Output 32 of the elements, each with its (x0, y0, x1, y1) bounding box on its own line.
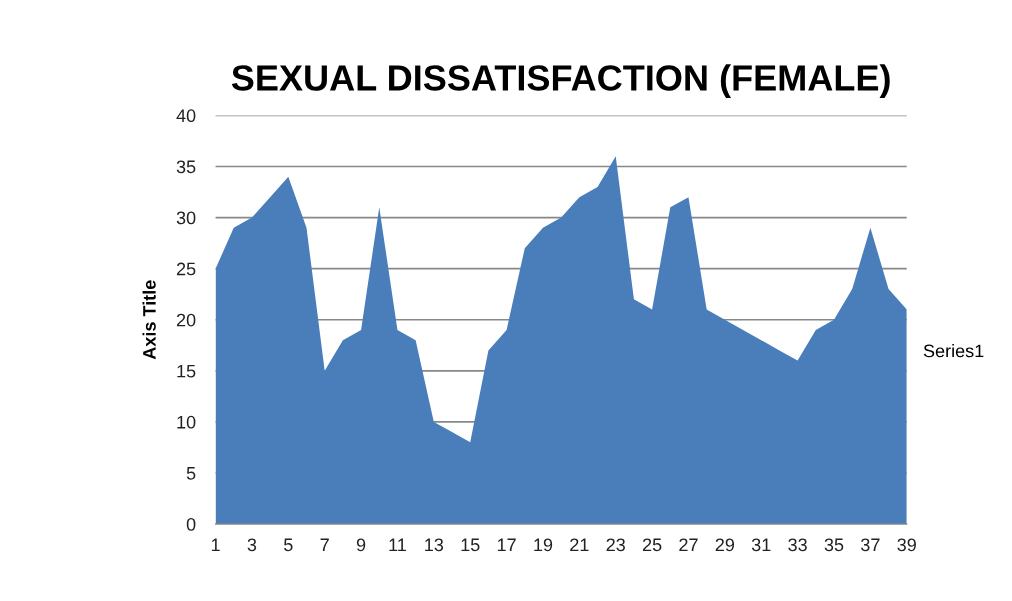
x-tick-label: 39 (897, 538, 916, 552)
y-tick-label: 25 (176, 262, 196, 276)
x-tick-label: 35 (824, 538, 844, 552)
x-tick-label: 27 (679, 538, 698, 552)
x-tick-label: 13 (425, 538, 444, 552)
x-tick-label: 11 (389, 538, 406, 552)
x-tick-label: 21 (570, 538, 589, 552)
x-tick-label: 5 (284, 538, 293, 552)
y-tick-label: 40 (176, 109, 196, 123)
x-tick-label: 33 (788, 538, 807, 552)
chart-title: SEXUAL DISSATISFACTION (FEMALE) (231, 64, 890, 98)
x-tick-label: 7 (320, 538, 329, 552)
y-tick-label: 35 (176, 160, 196, 174)
y-tick-label: 20 (176, 313, 196, 327)
series-label: Series1 (923, 344, 984, 358)
x-tick-label: 29 (715, 538, 735, 552)
y-tick-label: 15 (177, 364, 196, 378)
y-tick-label: 10 (177, 415, 196, 429)
y-axis-title: Axis Title (142, 280, 156, 360)
x-tick-label: 37 (861, 538, 880, 552)
x-tick-label: 31 (751, 538, 771, 552)
x-tick-label: 25 (642, 538, 662, 552)
y-tick-label: 0 (186, 518, 196, 531)
x-tick-label: 1 (211, 538, 220, 552)
y-tick-label: 30 (176, 211, 196, 225)
x-tick-label: 19 (534, 538, 553, 552)
y-tick-label: 5 (186, 467, 196, 480)
x-tick-label: 17 (497, 538, 516, 552)
x-tick-label: 15 (461, 538, 480, 552)
x-tick-label: 9 (356, 538, 366, 552)
x-tick-label: 3 (247, 538, 257, 552)
x-tick-label: 23 (606, 538, 625, 552)
